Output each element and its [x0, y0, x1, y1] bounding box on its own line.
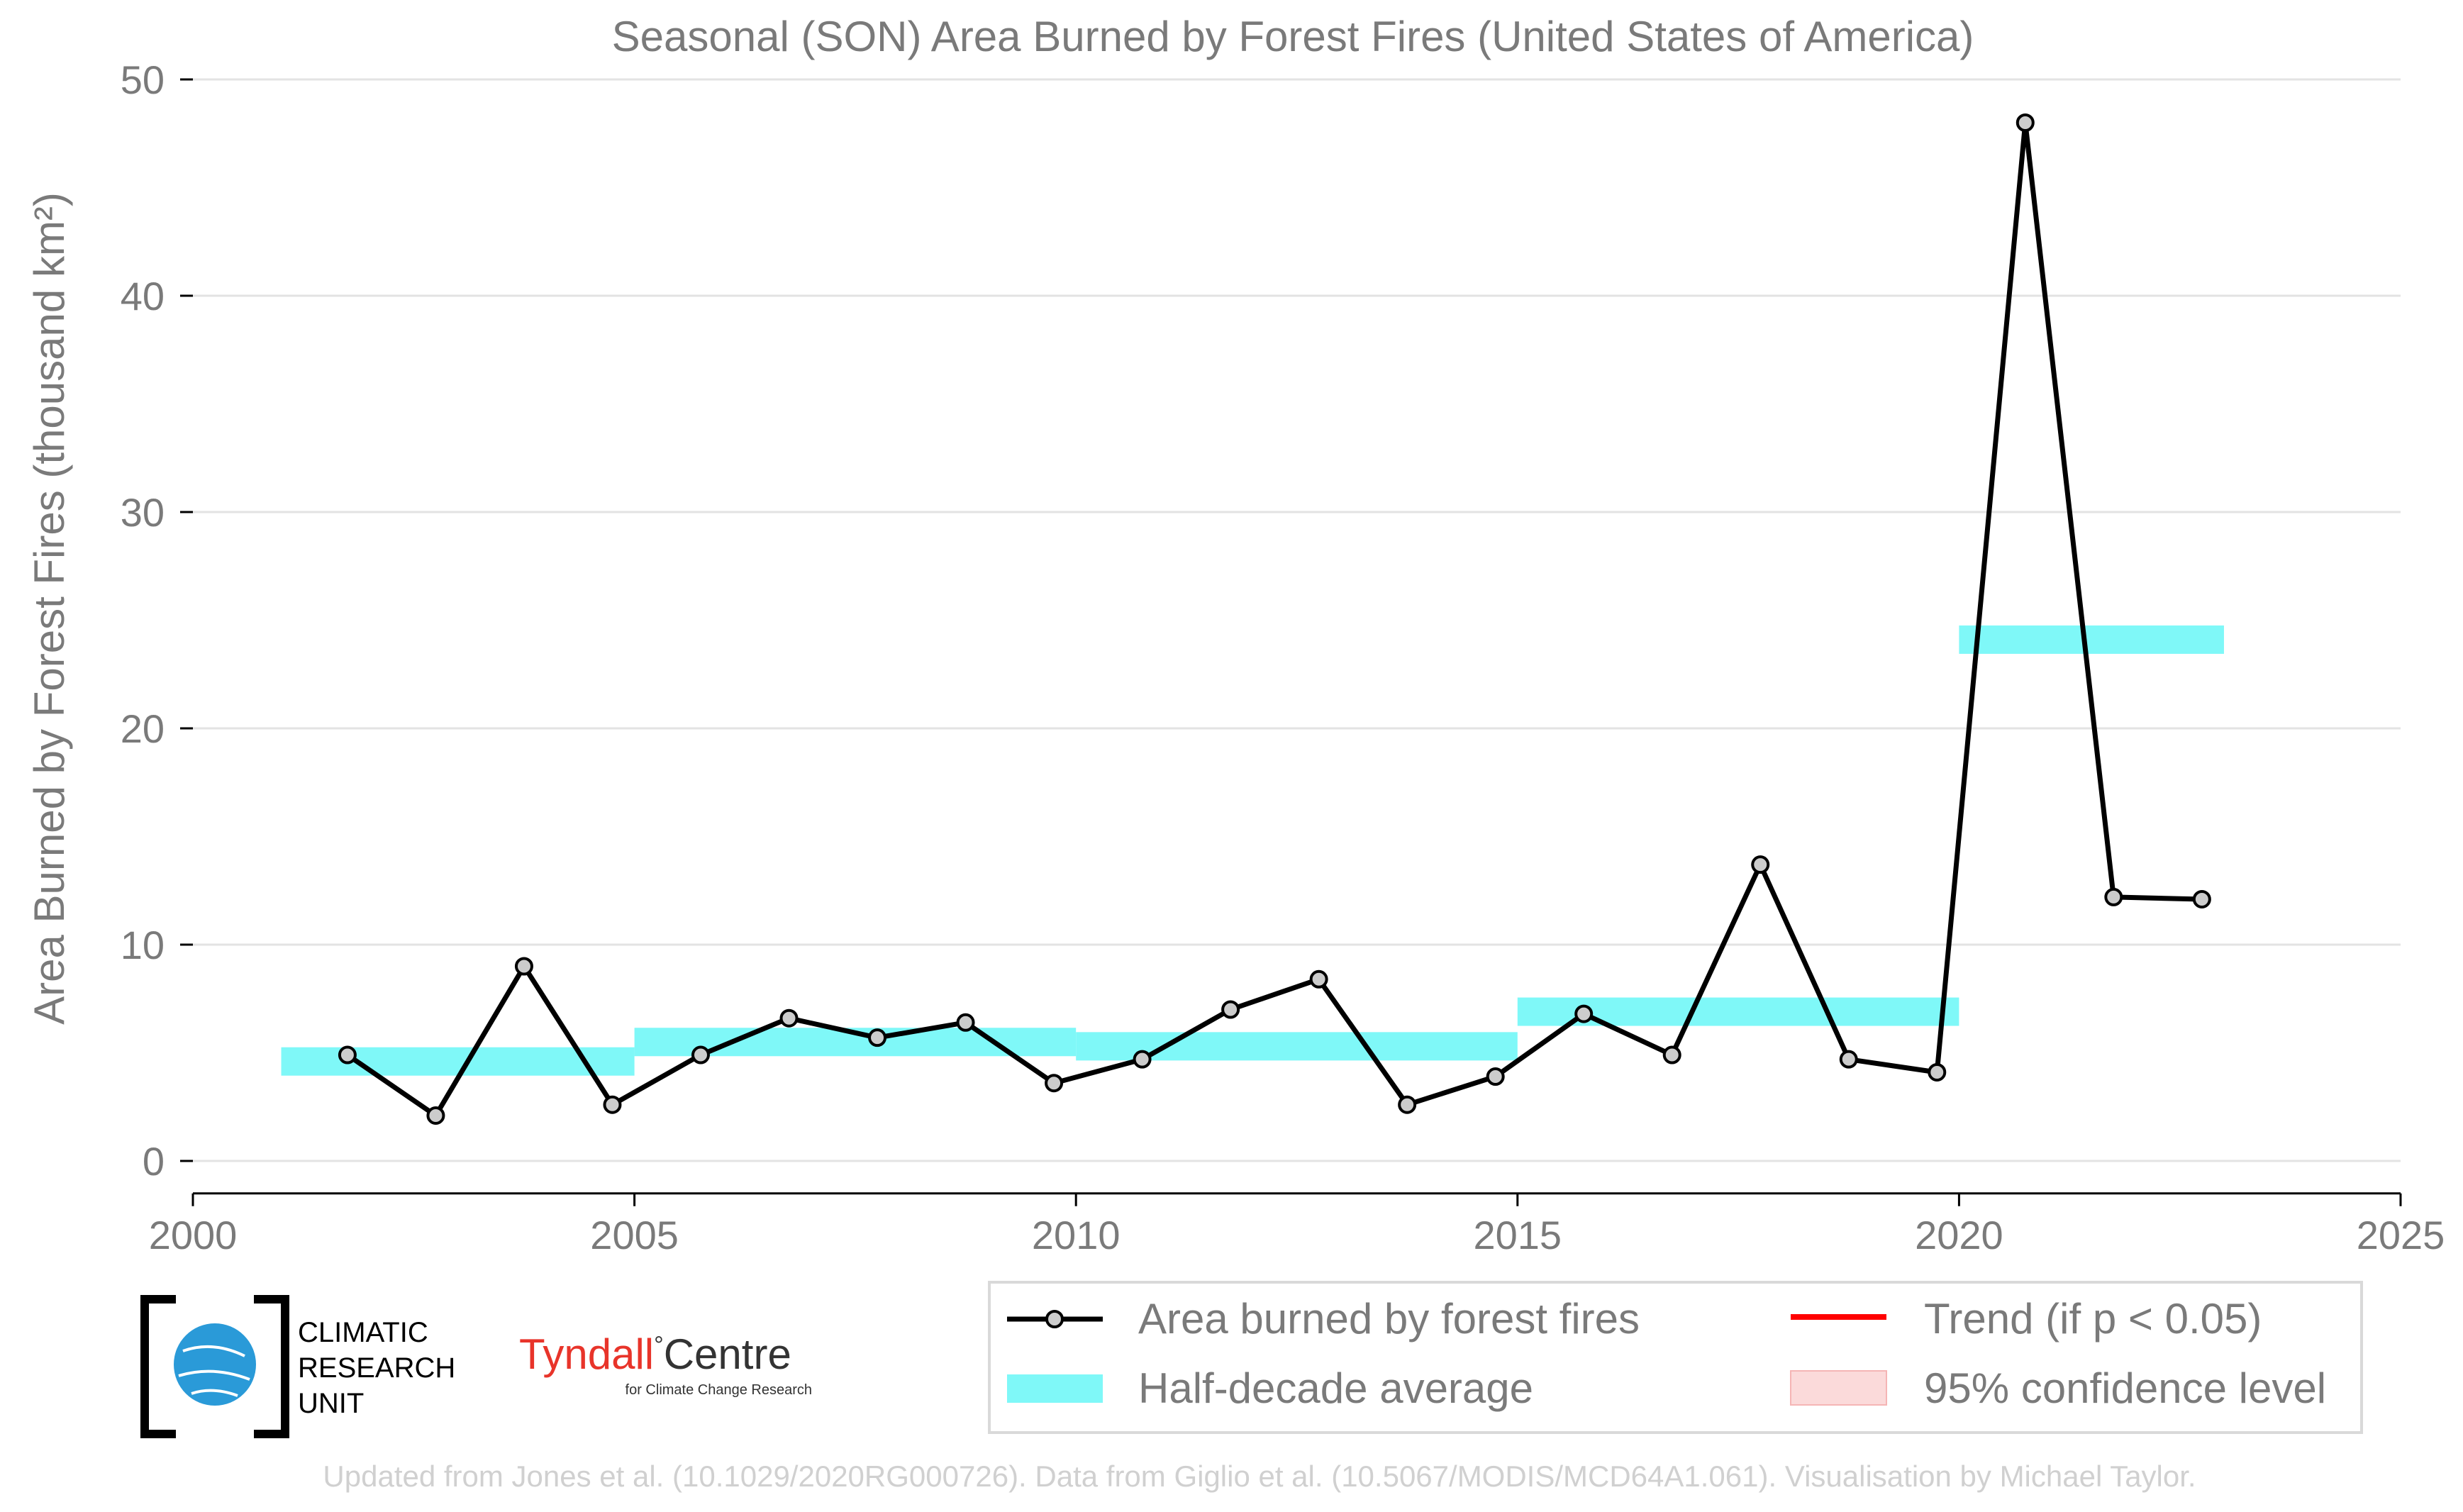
axes — [180, 78, 2402, 1206]
legend-band-swatch — [1007, 1374, 1103, 1403]
legend-marker-swatch — [1045, 1310, 1064, 1328]
cru-logo: CLIMATIC RESEARCH UNIT — [140, 1295, 455, 1438]
chart-title: Seasonal (SON) Area Burned by Forest Fir… — [612, 13, 1974, 60]
half-decade-band — [1959, 625, 2224, 654]
cru-line-2: RESEARCH — [298, 1352, 455, 1384]
legend-confidence-swatch — [1790, 1370, 1887, 1406]
series-markers — [338, 113, 2211, 1125]
data-point — [956, 1013, 975, 1032]
cru-globe-lines — [178, 1345, 250, 1397]
y-tick-label: 40 — [121, 274, 165, 318]
data-point — [1221, 1000, 1240, 1019]
data-point — [2192, 889, 2211, 908]
data-point — [603, 1095, 622, 1114]
half-decade-bands — [281, 625, 2224, 1076]
tyndall-subtitle: for Climate Change Research — [626, 1382, 812, 1398]
tyndall-logo: Tyndall°Centre for Climate Change Resear… — [519, 1330, 812, 1398]
data-point — [1045, 1074, 1064, 1093]
data-point — [1133, 1050, 1152, 1069]
data-point — [2016, 113, 2035, 132]
data-point — [1928, 1062, 1947, 1082]
x-tick-label: 2015 — [1474, 1213, 1562, 1257]
tyndall-logo-text: Tyndall°Centre — [519, 1330, 791, 1378]
y-tick-label: 10 — [121, 923, 165, 967]
cru-bracket-right — [254, 1295, 289, 1438]
legend-label-confidence: 95% confidence level — [1924, 1364, 2326, 1412]
data-point — [1751, 855, 1770, 874]
cru-line-3: UNIT — [298, 1388, 364, 1419]
x-tick-label: 2025 — [2357, 1213, 2445, 1257]
data-point — [779, 1008, 799, 1028]
legend-label-band: Half-decade average — [1138, 1364, 1533, 1412]
data-point — [868, 1028, 887, 1047]
y-tick-label: 30 — [121, 490, 165, 535]
data-point — [426, 1106, 445, 1125]
series-line — [345, 120, 2202, 1118]
legend-label-trend: Trend (if p < 0.05) — [1924, 1295, 2262, 1343]
tick-labels: 0 10 20 30 40 50 2000 2005 2010 2015 2020 2025 — [121, 57, 2445, 1257]
y-axis-label: Area Burned by Forest Fires (thousand km… — [26, 192, 73, 1025]
cru-bracket-left — [140, 1295, 176, 1438]
data-point — [1309, 969, 1328, 989]
legend: Area burned by forest fires Trend (if p … — [988, 1281, 2363, 1434]
data-point — [1486, 1067, 1505, 1086]
footer-credits: Updated from Jones et al. (10.1029/2020R… — [323, 1460, 2196, 1493]
y-tick-label: 50 — [121, 57, 165, 102]
grid-lines — [193, 78, 2401, 1162]
data-point — [691, 1045, 710, 1064]
cru-line-1: CLIMATIC — [298, 1317, 428, 1348]
tyndall-degree: ° — [654, 1332, 664, 1359]
x-tick-label: 2020 — [1915, 1213, 2003, 1257]
data-point — [338, 1045, 357, 1064]
y-tick-label: 20 — [121, 706, 165, 751]
x-tick-label: 2005 — [590, 1213, 679, 1257]
data-point — [1574, 1004, 1594, 1023]
x-tick-label: 2000 — [149, 1213, 238, 1257]
data-point — [1662, 1045, 1681, 1064]
area-burned-line — [345, 120, 2202, 1118]
data-point — [1839, 1050, 1858, 1069]
legend-label-area: Area burned by forest fires — [1138, 1295, 1640, 1343]
legend-box — [988, 1281, 2363, 1434]
x-tick-label: 2010 — [1032, 1213, 1121, 1257]
data-point — [514, 957, 533, 976]
tyndall-centre: Centre — [664, 1330, 791, 1378]
y-tick-label: 0 — [143, 1139, 165, 1184]
data-point — [2104, 887, 2123, 906]
half-decade-band — [281, 1047, 635, 1076]
tyndall-name: Tyndall — [519, 1330, 654, 1378]
data-point — [1398, 1095, 1417, 1114]
cru-globe-icon — [174, 1323, 256, 1406]
